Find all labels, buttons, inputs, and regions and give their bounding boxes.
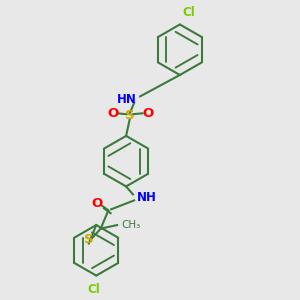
Text: HN: HN [117, 93, 136, 106]
Text: O: O [107, 107, 118, 120]
Text: Cl: Cl [183, 5, 196, 19]
Text: S: S [84, 233, 94, 246]
Text: S: S [125, 109, 134, 122]
Text: O: O [142, 107, 153, 120]
Text: CH₃: CH₃ [122, 220, 141, 230]
Text: O: O [91, 197, 103, 210]
Text: Cl: Cl [87, 283, 100, 296]
Text: NH: NH [136, 191, 156, 204]
